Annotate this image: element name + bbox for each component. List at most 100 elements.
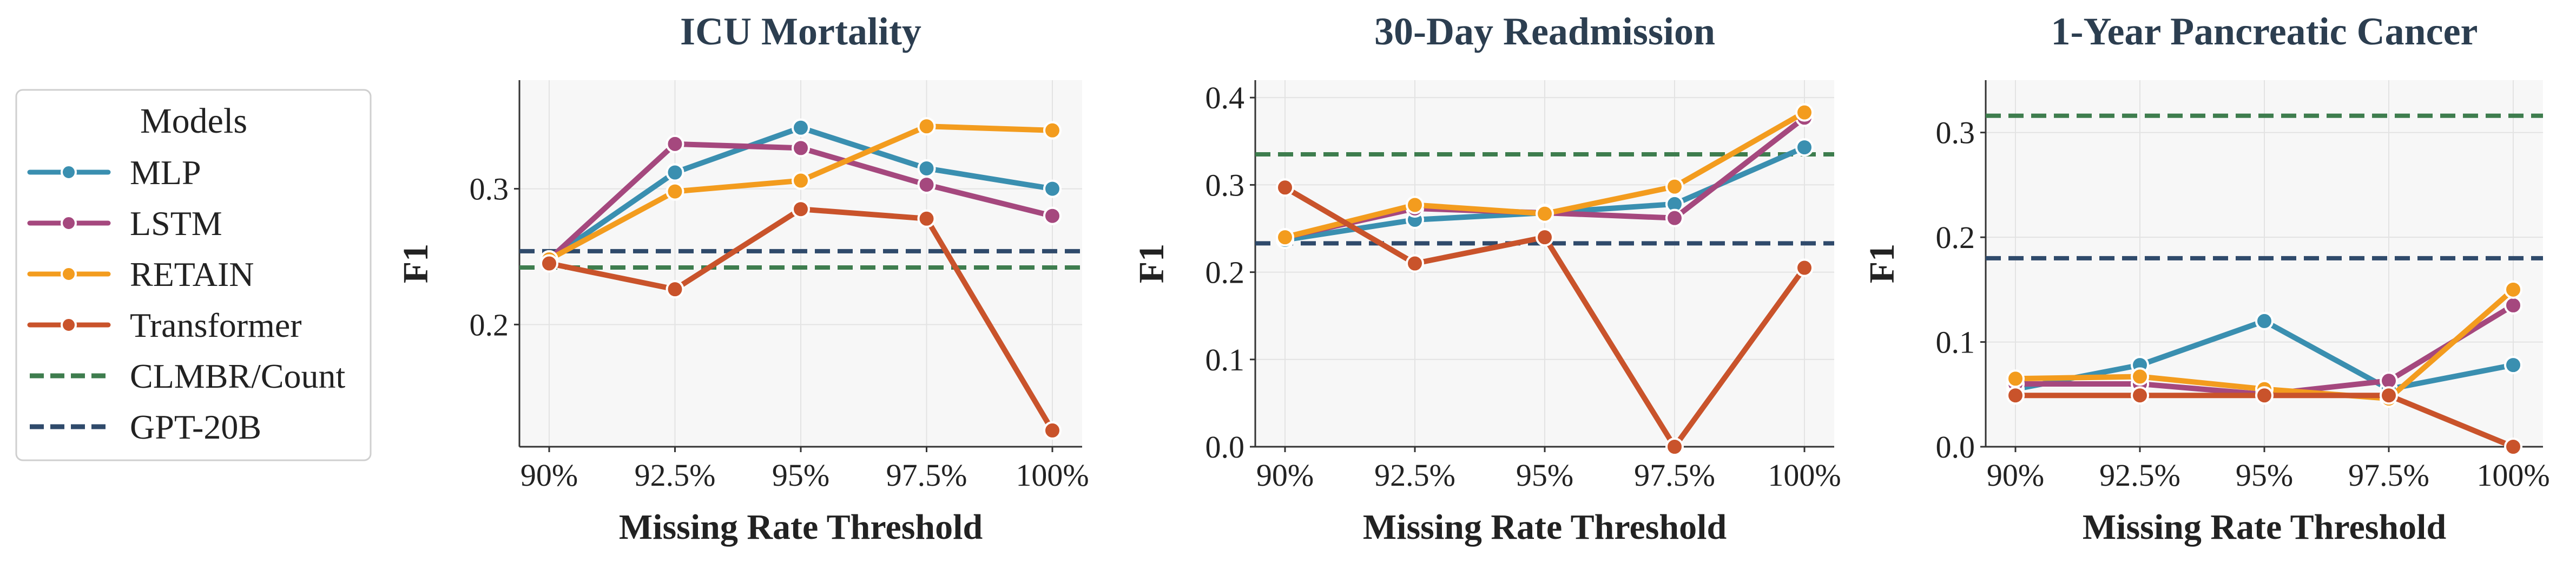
x-tick-label: 100% <box>1016 458 1089 493</box>
data-point <box>792 200 810 219</box>
data-point <box>1795 103 1814 122</box>
data-point <box>792 171 810 190</box>
data-point <box>917 209 936 228</box>
y-tick-label: 0.0 <box>1205 429 1245 465</box>
y-axis-label: F1 <box>1132 244 1171 283</box>
data-point <box>1043 179 1062 198</box>
data-point <box>1406 195 1424 214</box>
y-tick-label: 0.1 <box>1205 342 1245 377</box>
y-tick-label: 0.3 <box>1936 115 1975 151</box>
x-tick-label: 92.5% <box>2099 458 2180 493</box>
data-point <box>2504 296 2522 315</box>
legend-label: Transformer <box>130 306 302 344</box>
data-point <box>2131 386 2149 405</box>
data-point <box>2504 280 2522 299</box>
x-tick-label: 100% <box>1768 458 1841 493</box>
data-point <box>2380 386 2398 405</box>
data-point <box>792 118 810 137</box>
x-tick-label: 97.5% <box>2348 458 2429 493</box>
y-tick-label: 0.0 <box>1936 429 1975 465</box>
data-point <box>1665 177 1684 196</box>
legend-label: CLMBR/Count <box>130 357 346 395</box>
data-point <box>666 280 684 299</box>
x-tick-label: 90% <box>1256 458 1314 493</box>
legend: Models MLP LSTM RETAIN Transformer CLMBR/Cou… <box>15 89 372 461</box>
x-tick-label: 100% <box>2476 458 2549 493</box>
data-point <box>1536 204 1554 223</box>
legend-label: MLP <box>130 153 201 192</box>
data-point <box>1665 438 1684 456</box>
panel-1-year-pancreatic-cancer: 0.0 0.1 0.2 0.3 90% 92.5% 95% 97.5% 100% 1-Year P… <box>1862 10 2550 547</box>
series-retain <box>1276 103 1814 247</box>
legend-entries: MLP LSTM RETAIN Transformer CLMBR/Count GPT-2… <box>27 153 346 446</box>
data-point <box>1536 228 1554 247</box>
legend-entry-transformer: Transformer <box>27 306 302 344</box>
x-tick-label: 92.5% <box>635 458 716 493</box>
legend-entry-mlp: MLP <box>27 153 201 192</box>
x-tick-label: 95% <box>1516 458 1573 493</box>
series-transformer <box>540 200 1062 440</box>
x-tick-label: 92.5% <box>1374 458 1455 493</box>
data-point <box>792 139 810 158</box>
legend-label: LSTM <box>130 204 222 243</box>
legend-frame <box>15 89 372 461</box>
legend-entry-clmbr-count: CLMBR/Count <box>30 357 346 395</box>
data-point <box>1276 228 1294 247</box>
y-tick-label: 0.3 <box>1205 167 1245 203</box>
legend-entry-retain: RETAIN <box>27 255 254 293</box>
data-point <box>2006 386 2025 405</box>
legend-marker <box>61 317 77 333</box>
y-tick-label: 0.1 <box>1936 325 1975 360</box>
x-axis-label: Missing Rate Threshold <box>619 507 983 547</box>
x-tick-label: 97.5% <box>886 458 967 493</box>
panel-icu-mortality: 0.2 0.3 90% 92.5% 95% 97.5% 100% ICU Mortality M… <box>396 10 1089 547</box>
chart-title: ICU Mortality <box>680 10 921 53</box>
y-axis-label: F1 <box>396 244 436 283</box>
x-tick-label: 97.5% <box>1634 458 1715 493</box>
chart-title: 30-Day Readmission <box>1374 10 1715 53</box>
data-point <box>2006 369 2025 388</box>
legend-entry-lstm: LSTM <box>27 204 222 243</box>
data-point <box>1043 421 1062 440</box>
panel-30-day-readmission: 0.0 0.1 0.2 0.3 0.4 90% 92.5% 95% 97.5% 100% 30-Da… <box>1132 10 1841 547</box>
y-tick-label: 0.2 <box>1936 220 1975 255</box>
data-point <box>1665 208 1684 227</box>
data-point <box>666 163 684 182</box>
data-point <box>1795 138 1814 157</box>
y-tick-label: 0.3 <box>470 172 509 207</box>
y-axis-label: F1 <box>1862 244 1902 283</box>
data-point <box>2504 356 2522 375</box>
data-point <box>1276 178 1294 197</box>
series-transformer <box>2006 386 2522 456</box>
legend-entry-gpt-20b: GPT-20B <box>30 408 261 446</box>
x-tick-label: 90% <box>1987 458 2044 493</box>
x-tick-label: 95% <box>2236 458 2293 493</box>
data-point <box>2255 386 2274 405</box>
data-point <box>1795 258 1814 277</box>
data-point <box>917 117 936 136</box>
legend-marker <box>61 215 77 231</box>
chart-title: 1-Year Pancreatic Cancer <box>2051 10 2478 53</box>
legend-title: Models <box>140 101 247 141</box>
data-point <box>666 134 684 153</box>
y-tick-label: 0.2 <box>1205 255 1245 290</box>
y-tick-label: 0.2 <box>470 307 509 342</box>
data-point <box>1406 254 1424 273</box>
data-point <box>666 182 684 201</box>
data-point <box>1043 121 1062 140</box>
x-axis-label: Missing Rate Threshold <box>2083 507 2446 547</box>
data-point <box>1043 206 1062 225</box>
x-tick-label: 90% <box>521 458 578 493</box>
legend-label: RETAIN <box>130 255 254 293</box>
legend-label: GPT-20B <box>130 408 261 446</box>
data-point <box>917 159 936 178</box>
legend-marker <box>61 164 77 180</box>
x-tick-label: 95% <box>772 458 829 493</box>
data-point <box>2255 311 2274 330</box>
data-point <box>2131 367 2149 386</box>
x-axis-label: Missing Rate Threshold <box>1363 507 1727 547</box>
y-tick-label: 0.4 <box>1205 80 1245 115</box>
legend-marker <box>61 266 77 282</box>
data-point <box>540 254 558 273</box>
